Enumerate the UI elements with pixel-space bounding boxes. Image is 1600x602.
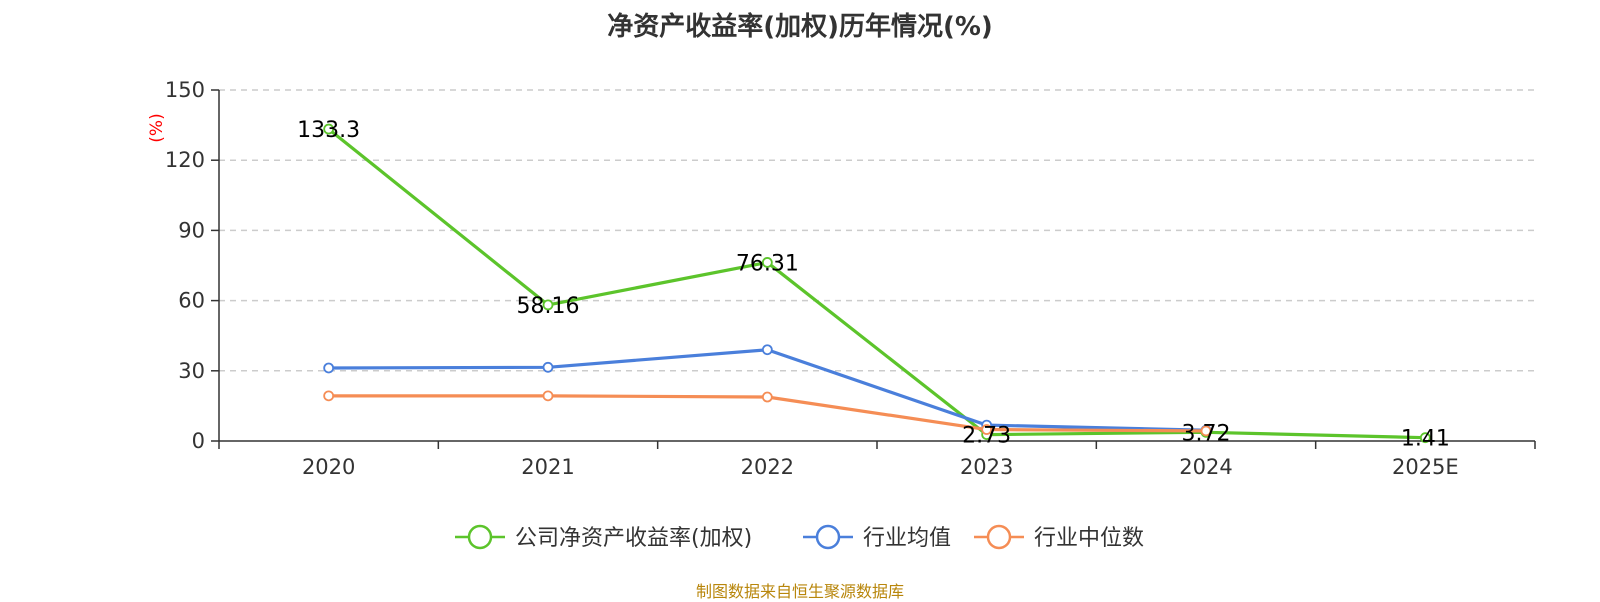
data-point	[542, 299, 554, 311]
legend-item: 行业均值	[803, 524, 951, 551]
data-point	[1419, 432, 1431, 444]
x-tick-label: 2025E	[1392, 455, 1459, 479]
data-point	[761, 344, 773, 356]
y-tick-label: 30	[178, 359, 205, 383]
y-tick-label: 60	[178, 289, 205, 313]
data-point	[323, 390, 335, 402]
y-tick-label: 120	[165, 148, 205, 172]
legend-item: 行业中位数	[974, 524, 1144, 551]
y-tick-label: 0	[192, 429, 205, 453]
legend-label: 行业中位数	[1034, 526, 1144, 551]
series-line	[328, 348, 1207, 432]
legend-item: 公司净资产收益率(加权)	[455, 524, 752, 551]
legend-label: 公司净资产收益率(加权)	[515, 526, 752, 551]
data-point	[542, 361, 554, 373]
data-label: 133.3	[297, 118, 360, 143]
data-label: 3.72	[1182, 421, 1231, 446]
y-tick-label: 90	[178, 218, 205, 242]
data-point	[761, 391, 773, 403]
data-point	[323, 362, 335, 374]
grid-lines	[219, 89, 1535, 372]
legend-marker	[815, 524, 841, 550]
chart-title: 净资产收益率(加权)历年情况(%)	[607, 12, 993, 42]
data-point	[323, 123, 335, 135]
data-label: 1.41	[1401, 427, 1450, 452]
x-tick-label: 2021	[521, 455, 574, 479]
data-label: 76.31	[736, 251, 799, 276]
legend: 公司净资产收益率(加权) 行业均值 行业中位数	[455, 524, 1144, 551]
x-tick-label: 2023	[960, 455, 1013, 479]
data-label: 2.73	[962, 424, 1011, 449]
x-tick-label: 2022	[741, 455, 794, 479]
axes: 0 30 60 90 120 150 2020 2021 2022 2023 2024 2025E (%…	[147, 78, 1536, 479]
series-lines	[323, 123, 1431, 444]
series-line	[327, 127, 1426, 440]
data-point	[1200, 425, 1212, 437]
x-tick-label: 2024	[1179, 455, 1232, 479]
y-tick-label: 150	[165, 78, 205, 102]
data-labels: 133.3 58.16 76.31 2.73 3.72 1.41	[297, 118, 1450, 452]
data-point	[542, 390, 554, 402]
source-note: 制图数据来自恒生聚源数据库	[695, 582, 904, 601]
legend-marker	[986, 524, 1012, 550]
legend-label: 行业均值	[863, 526, 951, 551]
data-label: 58.16	[517, 294, 580, 319]
data-point	[981, 424, 993, 435]
x-tick-label: 2020	[302, 455, 355, 479]
legend-marker	[467, 524, 493, 550]
data-point	[761, 257, 773, 268]
y-axis-label: (%)	[147, 113, 167, 142]
